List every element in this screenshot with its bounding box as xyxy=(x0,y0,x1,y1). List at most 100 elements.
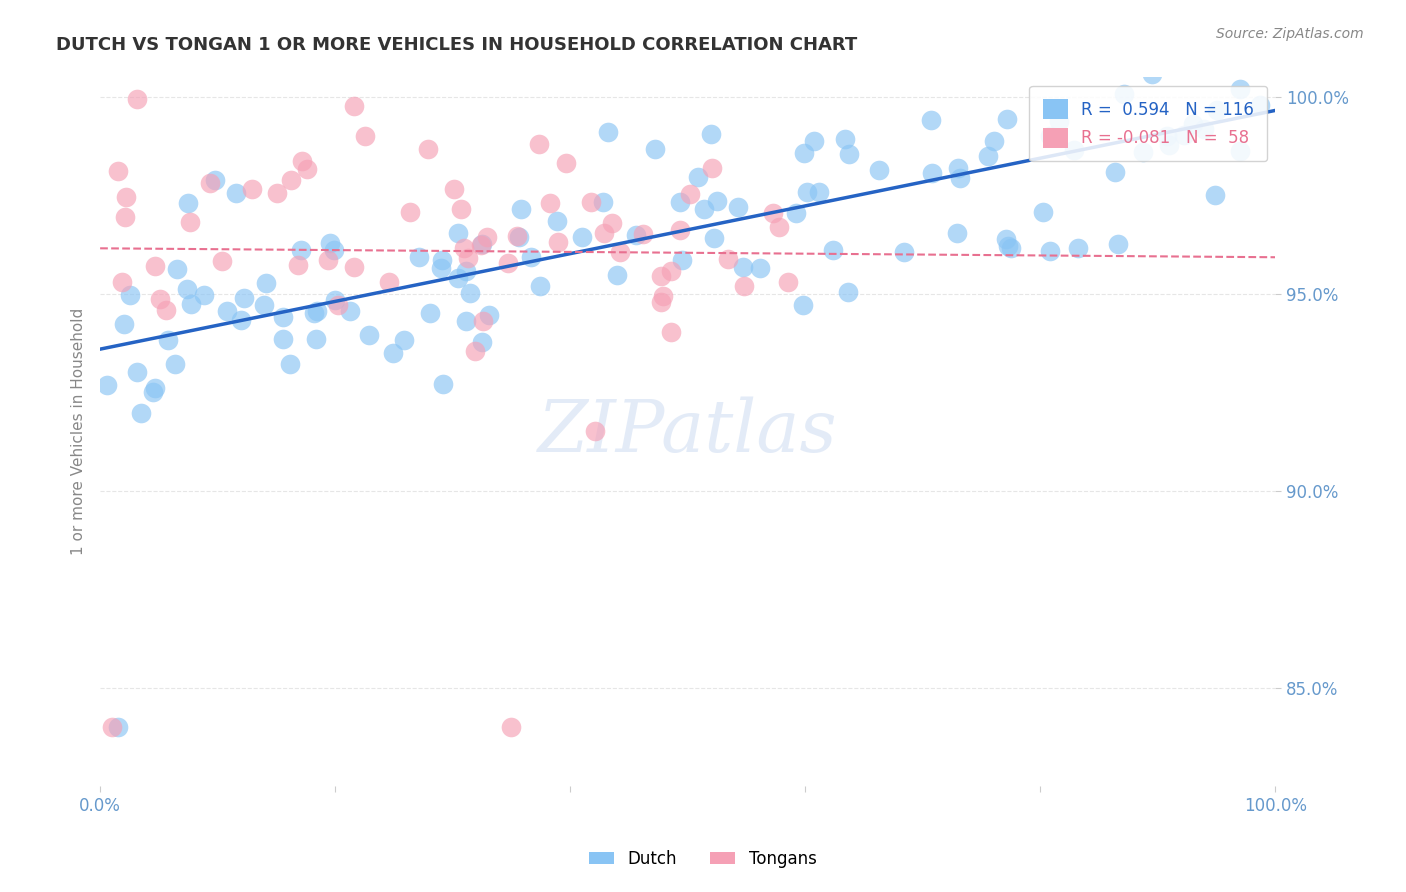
Dutch xyxy=(1063,143,1085,157)
Dutch xyxy=(273,310,295,324)
Tongans xyxy=(678,187,700,202)
Dutch xyxy=(706,194,728,208)
Dutch xyxy=(1032,205,1054,219)
Dutch xyxy=(529,278,551,293)
Dutch xyxy=(808,186,831,200)
Dutch xyxy=(382,345,405,359)
Dutch xyxy=(1114,87,1136,101)
Tongans xyxy=(609,245,631,260)
Dutch xyxy=(471,236,494,251)
Dutch xyxy=(307,303,329,318)
Tongans xyxy=(111,275,134,289)
Tongans xyxy=(453,241,475,255)
Tongans xyxy=(593,226,616,240)
Dutch xyxy=(671,253,693,268)
Dutch xyxy=(803,134,825,148)
Tongans xyxy=(762,206,785,220)
Tongans xyxy=(291,154,314,169)
Dutch xyxy=(118,288,141,302)
Dutch xyxy=(1157,137,1180,152)
Tongans xyxy=(669,223,692,237)
Text: DUTCH VS TONGAN 1 OR MORE VEHICLES IN HOUSEHOLD CORRELATION CHART: DUTCH VS TONGAN 1 OR MORE VEHICLES IN HO… xyxy=(56,36,858,54)
Tongans xyxy=(768,220,790,235)
Tongans xyxy=(343,99,366,113)
Dutch xyxy=(447,270,470,285)
Dutch xyxy=(177,196,200,211)
Dutch xyxy=(995,112,1018,127)
Dutch xyxy=(1194,122,1216,136)
Dutch xyxy=(458,285,481,300)
Dutch xyxy=(821,243,844,257)
Dutch xyxy=(1229,144,1251,158)
Dutch xyxy=(142,385,165,400)
Dutch xyxy=(125,365,148,379)
Tongans xyxy=(266,186,288,201)
Dutch xyxy=(456,314,478,328)
Dutch xyxy=(305,332,328,346)
Dutch xyxy=(323,293,346,307)
Dutch xyxy=(278,357,301,371)
Tongans xyxy=(101,720,124,734)
Dutch xyxy=(606,268,628,282)
Dutch xyxy=(432,253,454,268)
Dutch xyxy=(834,132,856,146)
Dutch xyxy=(644,142,666,156)
Dutch xyxy=(157,333,180,347)
Dutch xyxy=(290,243,312,257)
Dutch xyxy=(232,291,254,305)
Tongans xyxy=(377,275,399,289)
Dutch xyxy=(519,251,541,265)
Tongans xyxy=(506,229,529,244)
Tongans xyxy=(418,142,440,156)
Tongans xyxy=(450,202,472,216)
Dutch xyxy=(215,304,238,318)
Dutch xyxy=(1012,21,1035,35)
Dutch xyxy=(1206,103,1229,118)
Dutch xyxy=(1173,128,1195,143)
Dutch xyxy=(339,304,361,318)
Y-axis label: 1 or more Vehicles in Household: 1 or more Vehicles in Household xyxy=(72,308,86,556)
Tongans xyxy=(295,162,318,177)
Dutch xyxy=(838,146,860,161)
Dutch xyxy=(163,357,186,371)
Tongans xyxy=(652,289,675,303)
Tongans xyxy=(328,298,350,312)
Dutch xyxy=(837,285,859,299)
Dutch xyxy=(508,230,530,244)
Dutch xyxy=(302,305,325,319)
Dutch xyxy=(920,113,942,128)
Dutch xyxy=(727,201,749,215)
Dutch xyxy=(927,20,949,34)
Dutch xyxy=(700,127,723,141)
Dutch xyxy=(949,171,972,186)
Dutch xyxy=(1047,113,1070,128)
Dutch xyxy=(792,298,814,312)
Tongans xyxy=(145,260,167,274)
Dutch xyxy=(429,260,451,275)
Dutch xyxy=(1039,244,1062,259)
Tongans xyxy=(579,195,602,210)
Dutch xyxy=(447,227,470,241)
Tongans xyxy=(457,251,479,265)
Tongans xyxy=(114,210,136,224)
Tongans xyxy=(464,343,486,358)
Tongans xyxy=(240,182,263,196)
Text: Source: ZipAtlas.com: Source: ZipAtlas.com xyxy=(1216,27,1364,41)
Dutch xyxy=(1140,67,1163,81)
Dutch xyxy=(176,282,198,296)
Dutch xyxy=(1156,129,1178,144)
Tongans xyxy=(733,279,755,293)
Dutch xyxy=(166,261,188,276)
Tongans xyxy=(280,172,302,186)
Tongans xyxy=(538,196,561,211)
Dutch xyxy=(686,170,709,185)
Legend: R =  0.594   N = 116, R = -0.081   N =  58: R = 0.594 N = 116, R = -0.081 N = 58 xyxy=(1029,86,1267,161)
Dutch xyxy=(129,406,152,420)
Dutch xyxy=(143,381,166,395)
Tongans xyxy=(155,303,177,318)
Tongans xyxy=(547,235,569,249)
Tongans xyxy=(398,205,420,219)
Dutch xyxy=(1223,47,1246,62)
Tongans xyxy=(316,252,339,267)
Tongans xyxy=(778,276,800,290)
